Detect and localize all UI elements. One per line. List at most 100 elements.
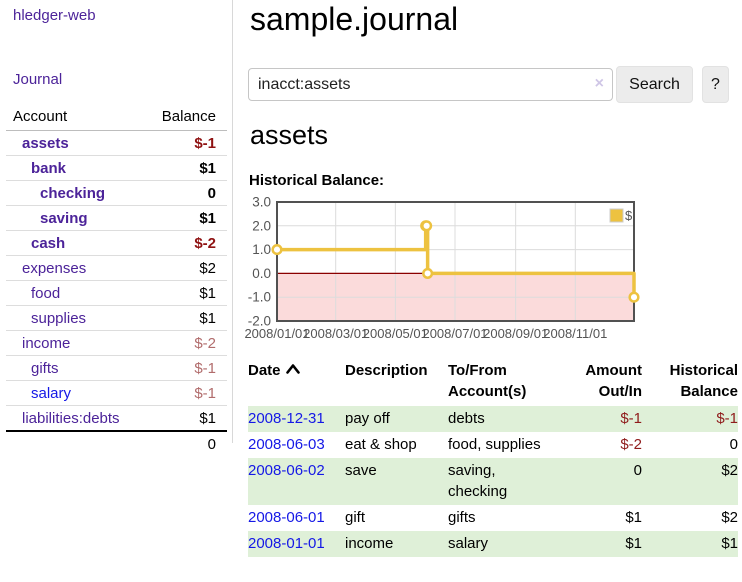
account-balance: 0 xyxy=(146,180,227,206)
account-balance: $-1 xyxy=(146,130,227,156)
transaction-date-link[interactable]: 2008-06-02 xyxy=(248,462,325,479)
account-link-expenses[interactable]: expenses xyxy=(22,260,87,277)
transaction-date-link[interactable]: 2008-12-31 xyxy=(248,410,325,427)
y-axis-tick-label: 1.0 xyxy=(252,242,271,257)
account-row: checking 0 xyxy=(6,180,227,206)
transaction-amount: $-2 xyxy=(620,436,642,453)
account-link-assets[interactable]: assets xyxy=(22,135,69,152)
x-axis-tick-label: 2008/05/01 xyxy=(363,326,428,341)
data-point-marker xyxy=(271,244,283,256)
transaction-accounts: salary xyxy=(448,535,489,552)
account-row: assets $-1 xyxy=(6,130,227,156)
main-content: sample.journal × Search ? assets Histori… xyxy=(234,0,742,582)
transaction-row: 2008-06-01 gift gifts $1 $2 xyxy=(248,505,738,531)
account-balance: $-1 xyxy=(146,355,227,381)
txn-col-amount: Amount Out/In xyxy=(585,362,642,400)
accounts-col-account: Account xyxy=(6,106,147,131)
account-balance: $1 xyxy=(146,405,227,432)
transaction-row: 2008-06-03 eat & shop food, supplies $-2 0 xyxy=(248,432,738,458)
account-balance: $1 xyxy=(146,305,227,331)
x-axis-tick-label: 2008/03/01 xyxy=(303,326,368,341)
account-link-bank[interactable]: bank xyxy=(31,160,67,177)
search-input[interactable] xyxy=(248,68,613,101)
accounts-total-row: 0 xyxy=(6,430,227,456)
account-row: food $1 xyxy=(6,280,227,306)
sidebar-item-journal[interactable]: Journal xyxy=(13,71,63,88)
transaction-description: income xyxy=(345,535,394,552)
plot-border xyxy=(276,201,635,322)
account-balance: $1 xyxy=(146,280,227,306)
account-row: supplies $1 xyxy=(6,305,227,331)
account-link-salary[interactable]: salary xyxy=(31,385,72,402)
x-axis-tick-label: 2008/09/01 xyxy=(483,326,548,341)
account-row: expenses $2 xyxy=(6,255,227,281)
account-balance: $-2 xyxy=(146,230,227,256)
y-axis-tick-label: 3.0 xyxy=(252,196,271,210)
account-row: saving $1 xyxy=(6,205,227,231)
transactions-table: Date Description To/From Account(s) Amou… xyxy=(248,358,738,557)
transaction-historical-balance: $-1 xyxy=(716,410,738,427)
data-point-marker xyxy=(422,267,434,279)
account-link-cash[interactable]: cash xyxy=(31,235,66,252)
transaction-historical-balance: $2 xyxy=(721,462,738,479)
txn-col-description: Description xyxy=(345,362,428,379)
page-title: sample.journal xyxy=(250,1,459,37)
search-form: × Search ? xyxy=(234,0,742,110)
sidebar: hledger-web Journal Account Balance asse… xyxy=(0,0,233,456)
account-link-food[interactable]: food xyxy=(31,285,61,302)
account-row: salary $-1 xyxy=(6,380,227,406)
x-axis-tick-label: 2008/11/01 xyxy=(543,326,607,341)
account-link-liabilities-debts[interactable]: liabilities:debts xyxy=(22,410,120,427)
accounts-total-value: 0 xyxy=(146,430,227,456)
transaction-date-link[interactable]: 2008-06-03 xyxy=(248,436,325,453)
txn-col-historical: Historical Balance xyxy=(669,362,738,400)
transaction-accounts: food, supplies xyxy=(448,436,541,453)
legend-swatch xyxy=(609,208,624,223)
transaction-description: eat & shop xyxy=(345,436,417,453)
transaction-historical-balance: $2 xyxy=(721,509,738,526)
transaction-row: 2008-06-02 save saving, checking 0 $2 xyxy=(248,458,738,505)
transaction-accounts: gifts xyxy=(448,509,476,526)
search-button[interactable]: Search xyxy=(616,66,693,103)
historical-balance-chart: 3.0 2.0 1.0 0.0 -1.0 -2.02008/01/012008/03/01… xyxy=(244,196,640,341)
data-point-marker xyxy=(628,291,640,303)
y-axis-tick-label: 0.0 xyxy=(252,266,271,281)
transaction-date-link[interactable]: 2008-06-01 xyxy=(248,509,325,526)
transaction-description: save xyxy=(345,462,377,479)
account-link-saving[interactable]: saving xyxy=(40,210,88,227)
transaction-historical-balance: $1 xyxy=(721,535,738,552)
y-axis-tick-label: 2.0 xyxy=(252,218,271,233)
account-row: liabilities:debts $1 xyxy=(6,405,227,432)
data-point-marker xyxy=(421,220,433,232)
transaction-description: pay off xyxy=(345,410,390,427)
account-balance: $1 xyxy=(146,205,227,231)
account-row: income $-2 xyxy=(6,330,227,356)
x-axis-tick-label: 2008/01/01 xyxy=(244,326,309,341)
transaction-accounts: debts xyxy=(448,410,485,427)
account-balance: $1 xyxy=(146,155,227,181)
account-row: cash $-2 xyxy=(6,230,227,256)
transaction-amount: 0 xyxy=(633,462,642,479)
account-link-income[interactable]: income xyxy=(22,335,71,352)
transaction-historical-balance: 0 xyxy=(729,436,738,453)
transaction-description: gift xyxy=(345,509,366,526)
transaction-row: 2008-12-31 pay off debts $-1 $-1 xyxy=(248,406,738,432)
transaction-amount: $-1 xyxy=(620,410,642,427)
y-axis-tick-label: -1.0 xyxy=(248,290,271,305)
txn-col-date[interactable]: Date xyxy=(248,358,345,406)
account-link-checking[interactable]: checking xyxy=(40,185,106,202)
account-link-gifts[interactable]: gifts xyxy=(31,360,59,377)
legend-label: $ xyxy=(625,208,633,223)
transaction-amount: $1 xyxy=(625,535,642,552)
account-row: bank $1 xyxy=(6,155,227,181)
account-balance: $-1 xyxy=(146,380,227,406)
transaction-date-link[interactable]: 2008-01-01 xyxy=(248,535,325,552)
account-balance: $2 xyxy=(146,255,227,281)
account-heading: assets xyxy=(250,120,329,150)
x-axis-tick-label: 2008/07/01 xyxy=(422,326,487,341)
account-link-supplies[interactable]: supplies xyxy=(31,310,87,327)
help-button[interactable]: ? xyxy=(702,66,729,103)
transaction-accounts: saving, checking xyxy=(448,462,508,500)
clear-search-icon[interactable]: × xyxy=(594,75,604,92)
app-brand-link[interactable]: hledger-web xyxy=(13,7,96,24)
